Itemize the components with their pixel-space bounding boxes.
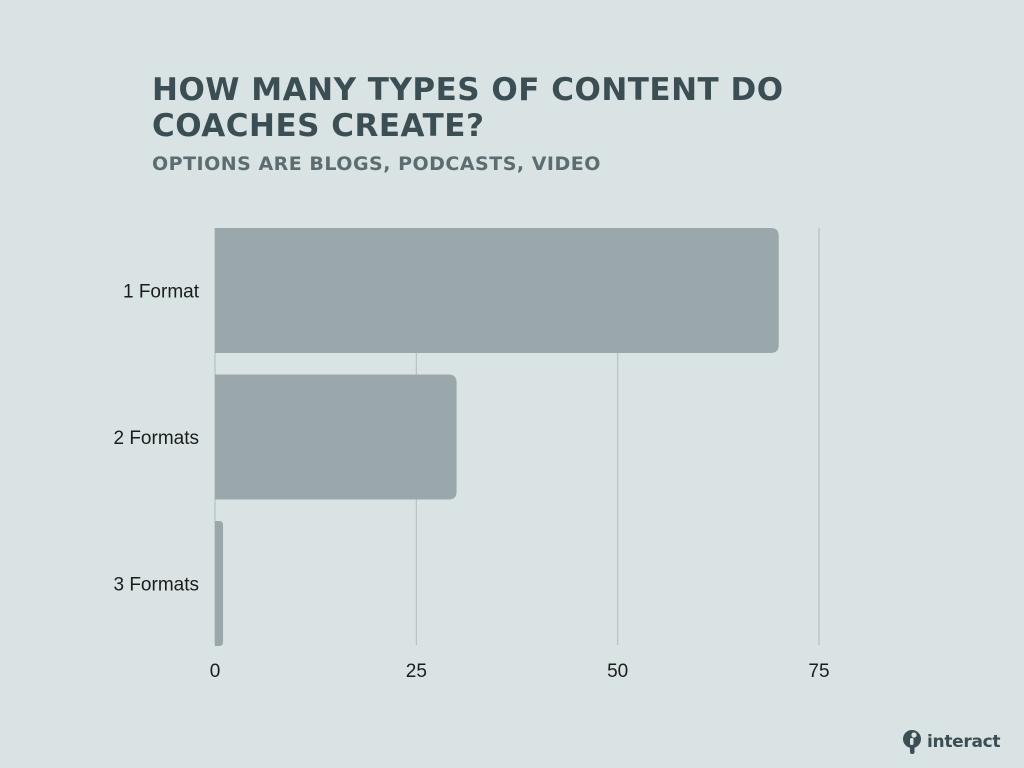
category-label-3: 3 Formats (113, 575, 199, 596)
brand-name: interact (927, 732, 1001, 752)
bar-3 (215, 521, 224, 646)
x-tick-label-0: 0 (210, 661, 221, 682)
bar-1 (215, 228, 779, 353)
chart-title: HOW MANY TYPES OF CONTENT DO COACHES CRE… (152, 72, 784, 144)
brand-logo: interact (901, 729, 1001, 755)
x-tick-label-50: 50 (607, 661, 628, 682)
category-label-1: 1 Format (123, 282, 200, 303)
x-tick-label-25: 25 (406, 661, 427, 682)
x-tick-label-75: 75 (808, 661, 829, 682)
category-label-2: 2 Formats (113, 428, 199, 449)
interact-logo-icon (903, 730, 921, 754)
bar-2 (215, 374, 457, 500)
chart-subtitle: OPTIONS ARE BLOGS, PODCASTS, VIDEO (152, 153, 601, 175)
